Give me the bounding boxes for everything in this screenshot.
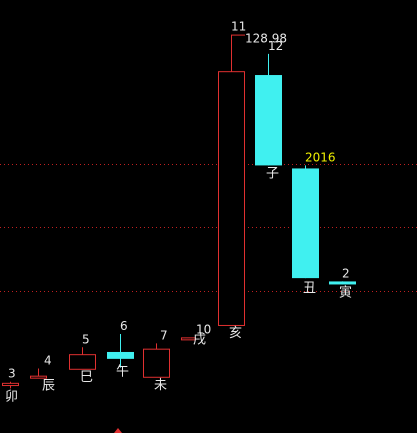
candle-body: [255, 75, 282, 166]
candle: [30, 368, 47, 379]
candle-body: [107, 351, 134, 359]
branch-label: 寅: [339, 284, 352, 300]
candle: [292, 165, 319, 279]
candle: [329, 281, 356, 285]
candle: [181, 337, 196, 341]
branch-label: 戌: [193, 332, 206, 347]
candle: [143, 343, 170, 378]
period-number-label: 12: [268, 39, 283, 53]
candle: [107, 334, 134, 368]
candle-body: [69, 354, 96, 370]
candle: [218, 34, 245, 326]
branch-label: 未: [154, 378, 167, 393]
period-number-label: 10: [196, 322, 211, 336]
branch-label: 卯: [5, 389, 18, 404]
branch-label: 午: [116, 365, 129, 380]
candle: [2, 381, 19, 389]
period-number-label: 7: [160, 328, 168, 342]
period-number-label: 4: [44, 354, 52, 368]
candle-body: [218, 71, 245, 326]
period-number-label: 11: [231, 20, 246, 34]
period-number-label: 2: [342, 266, 350, 280]
candle-body: [292, 168, 319, 279]
candle: [69, 347, 96, 370]
candle-body: [2, 382, 19, 387]
grid-layer: [0, 164, 417, 292]
branch-label: 巳: [80, 370, 93, 385]
label-layer: 3 卯 4 辰 5 巳 6 午 7 未 10戌 11 亥 12 子 2016 丑 2 寅 128.98: [5, 20, 352, 405]
candle-body: [143, 348, 170, 378]
candle-body: [181, 337, 196, 341]
branch-label: 丑: [303, 281, 316, 296]
candle: [255, 53, 282, 166]
period-number-label: 6: [120, 319, 128, 333]
max-price-label: 128.98: [245, 32, 287, 46]
branch-label: 辰: [42, 379, 55, 394]
candle-body: [30, 375, 47, 379]
period-number-label: 5: [82, 332, 90, 346]
period-number-label: 3: [8, 367, 16, 381]
bottom-marker-icon: [114, 428, 122, 433]
branch-label: 子: [266, 166, 279, 181]
branch-label: 亥: [229, 326, 242, 341]
period-number-label: 2016: [305, 150, 336, 164]
candle-layer: [2, 34, 356, 389]
candle-body: [329, 281, 356, 285]
